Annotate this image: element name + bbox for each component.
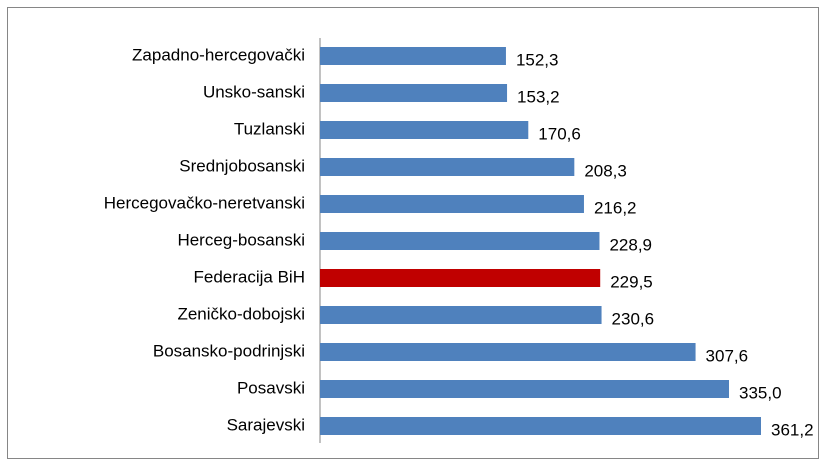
bar <box>320 84 508 102</box>
value-label: 152,3 <box>516 50 559 69</box>
bar <box>320 343 696 361</box>
category-label: Posavski <box>237 378 305 397</box>
bar <box>320 417 761 435</box>
bar <box>320 269 601 287</box>
value-label: 208,3 <box>584 161 627 180</box>
category-label: Federacija BiH <box>194 267 306 286</box>
category-label: Hercegovačko-neretvanski <box>104 193 305 212</box>
value-label: 229,5 <box>610 272 653 291</box>
category-label: Tuzlanski <box>234 119 305 138</box>
value-label: 153,2 <box>517 87 560 106</box>
bar <box>320 158 575 176</box>
value-label: 335,0 <box>739 383 782 402</box>
category-label: Zapadno-hercegovački <box>132 45 305 64</box>
value-label: 228,9 <box>609 235 652 254</box>
bar <box>320 47 506 65</box>
value-label: 361,2 <box>771 420 814 439</box>
bar <box>320 195 584 213</box>
value-label: 216,2 <box>594 198 637 217</box>
category-label: Herceg-bosanski <box>177 230 305 249</box>
bar <box>320 232 600 250</box>
value-label: 170,6 <box>538 124 581 143</box>
category-label: Sarajevski <box>227 415 305 434</box>
category-label: Srednjobosanski <box>179 156 305 175</box>
category-label: Bosansko-podrinjski <box>153 341 305 360</box>
bar <box>320 306 602 324</box>
bar <box>320 380 730 398</box>
bar <box>320 121 529 139</box>
value-label: 230,6 <box>612 309 655 328</box>
category-label: Zeničko-dobojski <box>177 304 305 323</box>
category-label: Unsko-sanski <box>203 82 305 101</box>
value-label: 307,6 <box>706 346 749 365</box>
